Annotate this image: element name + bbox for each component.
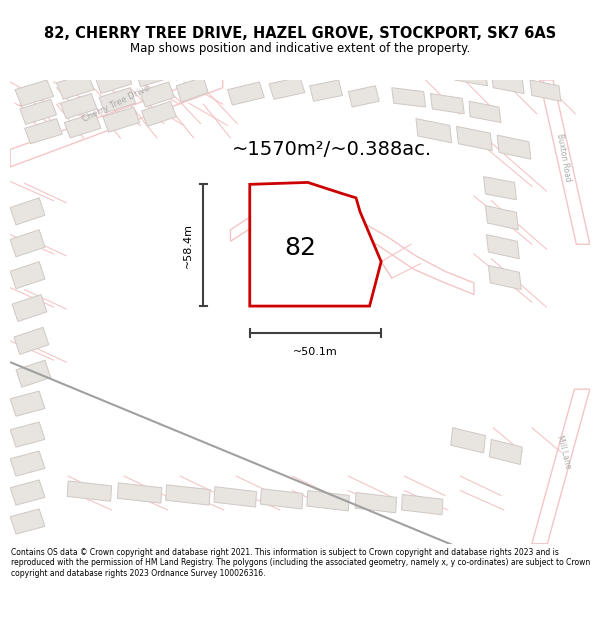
Polygon shape <box>487 234 520 259</box>
Polygon shape <box>355 492 397 513</box>
Polygon shape <box>451 428 485 453</box>
Polygon shape <box>10 198 45 225</box>
Polygon shape <box>452 64 487 86</box>
Polygon shape <box>230 208 474 294</box>
Polygon shape <box>10 422 45 447</box>
Polygon shape <box>95 68 132 94</box>
Polygon shape <box>172 57 203 80</box>
Text: ~50.1m: ~50.1m <box>293 348 338 358</box>
Polygon shape <box>349 86 379 107</box>
Polygon shape <box>497 135 531 159</box>
Text: Cherry Tree Drive: Cherry Tree Drive <box>81 84 152 124</box>
Polygon shape <box>260 489 303 509</box>
Polygon shape <box>401 494 443 515</box>
Polygon shape <box>166 485 210 505</box>
Text: 82, CHERRY TREE DRIVE, HAZEL GROVE, STOCKPORT, SK7 6AS: 82, CHERRY TREE DRIVE, HAZEL GROVE, STOC… <box>44 26 556 41</box>
Polygon shape <box>250 182 381 306</box>
Polygon shape <box>269 77 305 99</box>
Polygon shape <box>99 88 136 113</box>
Polygon shape <box>103 107 140 132</box>
Text: Cherry Tree Drive: Cherry Tree Drive <box>281 195 354 226</box>
Polygon shape <box>327 252 353 273</box>
Polygon shape <box>15 80 53 106</box>
Polygon shape <box>491 72 524 94</box>
Polygon shape <box>484 177 517 200</box>
Text: Buxton Road: Buxton Road <box>555 132 572 182</box>
Polygon shape <box>136 62 170 87</box>
Polygon shape <box>490 439 522 464</box>
Polygon shape <box>430 94 464 114</box>
Polygon shape <box>61 94 97 119</box>
Text: ~58.4m: ~58.4m <box>183 222 193 268</box>
Polygon shape <box>227 82 264 105</box>
Polygon shape <box>214 487 257 507</box>
Text: ~1570m²/~0.388ac.: ~1570m²/~0.388ac. <box>232 140 433 159</box>
Polygon shape <box>488 266 521 289</box>
Polygon shape <box>118 483 162 503</box>
Polygon shape <box>67 481 112 501</box>
Polygon shape <box>10 451 45 476</box>
Polygon shape <box>392 88 425 107</box>
Polygon shape <box>539 80 590 244</box>
Polygon shape <box>310 80 343 101</box>
Polygon shape <box>176 77 208 102</box>
Polygon shape <box>469 101 501 122</box>
Text: Mill Lane: Mill Lane <box>555 434 572 469</box>
Polygon shape <box>10 509 45 534</box>
Polygon shape <box>142 101 176 126</box>
Polygon shape <box>12 294 47 321</box>
Polygon shape <box>25 119 62 144</box>
Polygon shape <box>10 262 45 289</box>
Text: Contains OS data © Crown copyright and database right 2021. This information is : Contains OS data © Crown copyright and d… <box>11 548 590 578</box>
Polygon shape <box>10 391 45 416</box>
Polygon shape <box>64 113 101 138</box>
Text: 82: 82 <box>284 236 316 260</box>
Polygon shape <box>20 99 56 124</box>
Polygon shape <box>10 230 45 257</box>
Text: Map shows position and indicative extent of the property.: Map shows position and indicative extent… <box>130 42 470 55</box>
Polygon shape <box>10 72 223 167</box>
Polygon shape <box>56 73 94 99</box>
Polygon shape <box>307 491 349 511</box>
Polygon shape <box>14 328 49 354</box>
Polygon shape <box>485 206 518 230</box>
Polygon shape <box>140 82 175 107</box>
Polygon shape <box>16 360 51 388</box>
Polygon shape <box>457 126 492 151</box>
Polygon shape <box>10 480 45 505</box>
Polygon shape <box>530 80 561 101</box>
Polygon shape <box>532 389 590 544</box>
Polygon shape <box>416 119 452 142</box>
